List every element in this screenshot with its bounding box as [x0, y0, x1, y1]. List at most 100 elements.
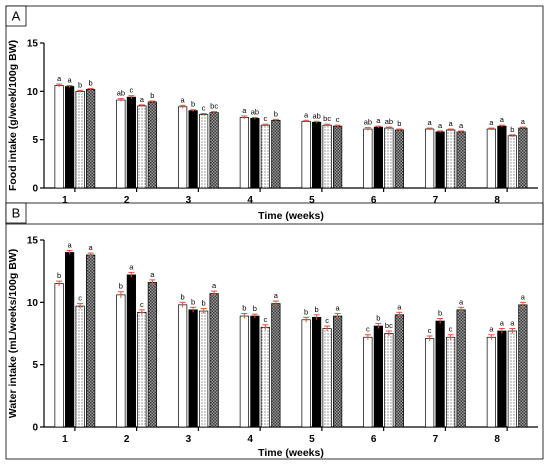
- x-tick-label: 7: [433, 434, 439, 445]
- significance-letter: b: [89, 78, 93, 87]
- significance-letter: b: [242, 304, 246, 313]
- bar: [116, 99, 126, 189]
- bar: [250, 118, 260, 189]
- bar: [239, 117, 249, 189]
- bar: [260, 326, 270, 428]
- significance-letter: a: [489, 118, 494, 127]
- bar: [116, 294, 126, 428]
- significance-letter: bc: [323, 114, 331, 123]
- y-tick-label: 0: [32, 423, 38, 434]
- x-tick-label: 1: [62, 195, 68, 206]
- bar: [363, 336, 373, 428]
- x-tick-label: 2: [124, 195, 130, 206]
- bar: [384, 333, 394, 428]
- significance-letter: a: [376, 116, 381, 125]
- bar: [394, 314, 404, 428]
- bar: [260, 124, 270, 189]
- significance-letter: ab: [385, 117, 393, 126]
- significance-letter: c: [140, 300, 144, 309]
- bar: [65, 252, 75, 428]
- significance-letter: a: [489, 325, 494, 334]
- y-tick-label: 0: [32, 184, 38, 195]
- bar: [497, 330, 507, 428]
- bar: [86, 89, 96, 189]
- x-tick-label: 2: [124, 434, 130, 445]
- significance-letter: c: [264, 315, 268, 324]
- bar: [199, 310, 209, 428]
- bar: [178, 106, 188, 189]
- significance-letter: a: [428, 118, 433, 127]
- significance-letter: b: [315, 305, 319, 314]
- significance-letter: c: [202, 104, 206, 113]
- bar: [322, 328, 332, 428]
- significance-letter: b: [57, 271, 61, 280]
- significance-letter: c: [78, 294, 82, 303]
- bar: [486, 128, 496, 189]
- x-tick-label: 3: [186, 195, 192, 206]
- x-tick-label: 8: [494, 195, 500, 206]
- bar: [363, 128, 373, 189]
- significance-letter: a: [521, 117, 526, 126]
- significance-letter: b: [304, 307, 308, 316]
- significance-letter: b: [119, 282, 123, 291]
- significance-letter: a: [242, 106, 247, 115]
- significance-letter: ab: [251, 107, 259, 116]
- bar: [126, 274, 136, 428]
- significance-letter: a: [521, 292, 526, 301]
- significance-letter: bc: [210, 102, 218, 111]
- bar: [322, 124, 332, 189]
- bar: [271, 303, 281, 428]
- panel-letter: A: [12, 9, 21, 24]
- bar: [178, 304, 188, 428]
- bar: [86, 254, 96, 428]
- y-tick-label: 10: [27, 87, 39, 98]
- significance-letter: b: [78, 80, 82, 89]
- significance-letter: bc: [385, 321, 393, 330]
- bar: [394, 129, 404, 189]
- significance-letter: a: [68, 241, 73, 250]
- panel-letter: B: [12, 206, 21, 221]
- significance-letter: c: [366, 325, 370, 334]
- x-tick-label: 4: [247, 195, 253, 206]
- bar: [446, 336, 456, 428]
- bar: [384, 127, 394, 189]
- significance-letter: a: [500, 115, 505, 124]
- significance-letter: c: [130, 86, 134, 95]
- significance-letter: b: [274, 109, 278, 118]
- y-tick-label: 15: [27, 39, 39, 50]
- bar: [137, 311, 147, 428]
- significance-letter: a: [274, 291, 279, 300]
- panel-letter-box: [5, 202, 27, 224]
- bar: [75, 305, 85, 428]
- y-axis-title: Food intake (g/week/100g BW): [7, 40, 19, 191]
- significance-letter: b: [510, 125, 514, 134]
- bar: [333, 125, 343, 189]
- bar: [65, 86, 75, 189]
- panel-frame: [5, 5, 544, 225]
- significance-letter: c: [264, 114, 268, 123]
- significance-letter: b: [397, 119, 401, 128]
- bar: [147, 282, 157, 428]
- significance-letter: a: [212, 281, 217, 290]
- significance-letter: b: [150, 91, 154, 100]
- bar: [301, 120, 311, 189]
- significance-letter: a: [89, 243, 94, 252]
- significance-letter: a: [438, 121, 443, 130]
- significance-letter: b: [376, 314, 380, 323]
- bar: [425, 338, 435, 428]
- bar: [507, 135, 517, 189]
- significance-letter: ab: [117, 89, 125, 98]
- significance-letter: c: [325, 316, 329, 325]
- significance-letter: b: [438, 309, 442, 318]
- significance-letter: a: [129, 262, 134, 271]
- significance-letter: a: [57, 74, 62, 83]
- significance-letter: a: [68, 76, 73, 85]
- x-tick-label: 5: [309, 434, 315, 445]
- bar: [497, 125, 507, 189]
- significance-letter: a: [304, 110, 309, 119]
- bar: [126, 96, 136, 189]
